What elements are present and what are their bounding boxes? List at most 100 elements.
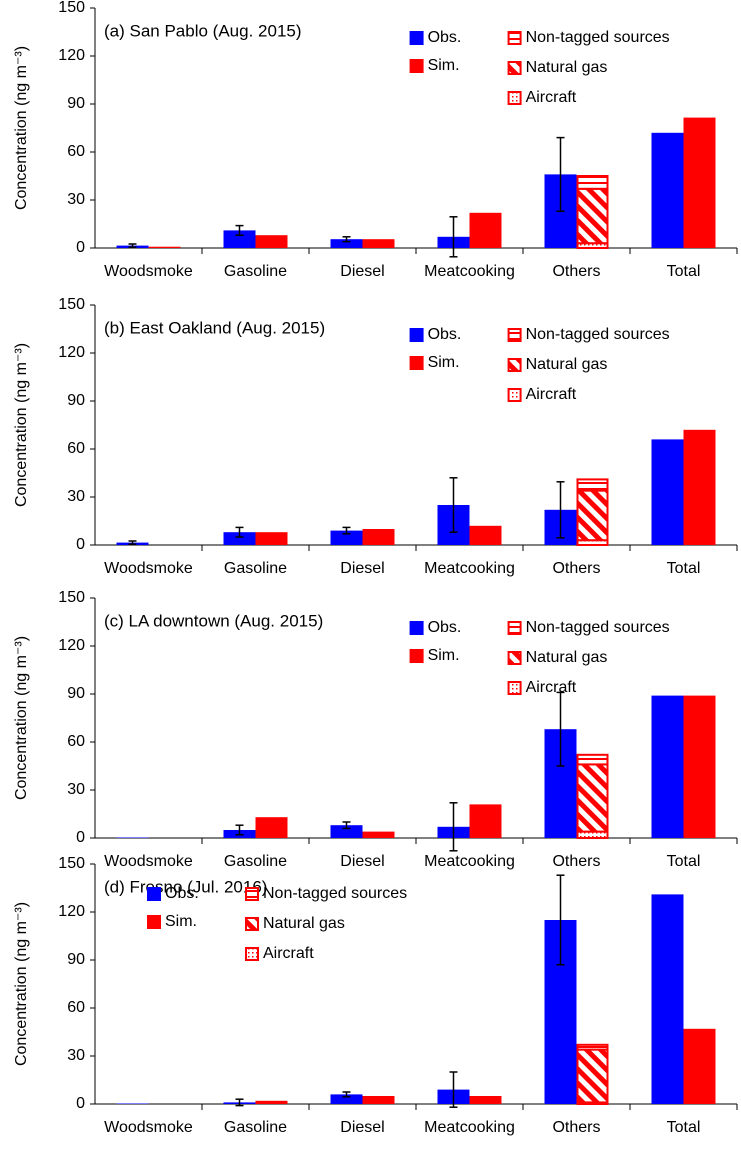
x-tick-label: Meatcooking (424, 1119, 515, 1136)
x-tick-label: Total (667, 560, 701, 577)
stacked-segment (576, 1048, 609, 1104)
legend-swatch (409, 31, 424, 45)
bar (651, 132, 684, 248)
x-tick-label: Diesel (340, 853, 384, 870)
legend-swatch (507, 651, 522, 665)
bar (683, 429, 716, 545)
legend-label: Obs. (428, 619, 462, 636)
legend-swatch (507, 388, 522, 402)
x-tick-label: Gasoline (224, 263, 287, 280)
bar (330, 825, 363, 838)
legend-label: Sim. (428, 647, 460, 664)
bar (683, 1028, 716, 1104)
x-tick-label: Diesel (340, 263, 384, 280)
x-tick-label: Woodsmoke (104, 560, 193, 577)
stacked-segment (576, 1043, 609, 1051)
bar (255, 817, 288, 838)
y-tick-label: 120 (58, 344, 85, 361)
y-tick-label: 0 (76, 829, 85, 846)
y-tick-label: 0 (76, 1095, 85, 1112)
y-tick-label: 150 (58, 589, 85, 606)
bar (255, 532, 288, 545)
legend-label: Sim. (165, 913, 197, 930)
legend-label: Natural gas (526, 649, 608, 666)
x-tick-label: Total (667, 263, 701, 280)
y-tick-label: 150 (58, 855, 85, 872)
legend-label: Obs. (428, 326, 462, 343)
bar (362, 1096, 395, 1104)
legend-swatch (409, 649, 424, 663)
y-tick-label: 90 (67, 95, 85, 112)
bar (651, 695, 684, 838)
bar (469, 1096, 502, 1104)
legend-swatch (507, 358, 522, 372)
x-tick-label: Total (667, 1119, 701, 1136)
bar (255, 235, 288, 248)
x-tick-label: Woodsmoke (104, 1119, 193, 1136)
legend-swatch (245, 917, 259, 931)
x-tick-label: Total (667, 853, 701, 870)
legend-swatch (507, 681, 522, 695)
legend-label: Sim. (428, 57, 460, 74)
y-axis-label: Concentration (ng m⁻³) (13, 343, 30, 507)
x-tick-label: Woodsmoke (104, 853, 193, 870)
legend-swatch (507, 31, 522, 45)
bar (223, 532, 256, 545)
x-tick-label: Meatcooking (424, 560, 515, 577)
x-tick-label: Gasoline (224, 1119, 287, 1136)
y-tick-label: 60 (67, 733, 85, 750)
bar (148, 246, 181, 248)
stacked-segment (576, 478, 609, 492)
legend-label: Obs. (165, 885, 199, 902)
bar (255, 1100, 288, 1104)
legend-label: Sim. (428, 354, 460, 371)
bar (469, 525, 502, 545)
y-tick-label: 0 (76, 536, 85, 553)
legend-label: Non-tagged sources (526, 29, 670, 46)
panel-title: (b) East Oakland (Aug. 2015) (104, 318, 325, 337)
y-tick-label: 120 (58, 47, 85, 64)
y-tick-label: 90 (67, 685, 85, 702)
y-tick-label: 90 (67, 951, 85, 968)
bar (362, 529, 395, 545)
legend-label: Natural gas (263, 915, 345, 932)
legend-label: Aircraft (263, 945, 314, 962)
x-tick-label: Diesel (340, 560, 384, 577)
y-tick-label: 150 (58, 296, 85, 313)
legend-label: Obs. (428, 29, 462, 46)
y-tick-label: 30 (67, 191, 85, 208)
legend-label: Non-tagged sources (526, 619, 670, 636)
stacked-segment (576, 175, 609, 190)
bar (651, 439, 684, 545)
x-tick-label: Woodsmoke (104, 263, 193, 280)
x-tick-label: Others (552, 853, 600, 870)
x-tick-label: Meatcooking (424, 263, 515, 280)
legend-label: Natural gas (526, 356, 608, 373)
panel-title: (c) LA downtown (Aug. 2015) (104, 611, 323, 630)
stacked-segment (576, 187, 609, 245)
bar (330, 530, 363, 545)
bar (683, 117, 716, 248)
legend-swatch (507, 91, 522, 105)
legend-swatch (507, 61, 522, 75)
y-tick-label: 0 (76, 239, 85, 256)
legend-label: Non-tagged sources (263, 885, 407, 902)
y-tick-label: 60 (67, 143, 85, 160)
legend-swatch (147, 915, 161, 929)
panel-title: (a) San Pablo (Aug. 2015) (104, 21, 302, 40)
y-tick-label: 120 (58, 637, 85, 654)
legend-swatch (409, 356, 424, 370)
panel-title: (d) Fresno (Jul. 2016) (104, 877, 267, 896)
bar (223, 230, 256, 248)
y-tick-label: 30 (67, 488, 85, 505)
y-tick-label: 60 (67, 999, 85, 1016)
bar (362, 239, 395, 248)
legend-swatch (147, 887, 161, 901)
y-tick-label: 150 (58, 0, 85, 16)
legend-label: Aircraft (526, 386, 577, 403)
x-tick-label: Meatcooking (424, 853, 515, 870)
legend-label: Non-tagged sources (526, 326, 670, 343)
legend-swatch (245, 947, 259, 961)
x-tick-label: Others (552, 560, 600, 577)
